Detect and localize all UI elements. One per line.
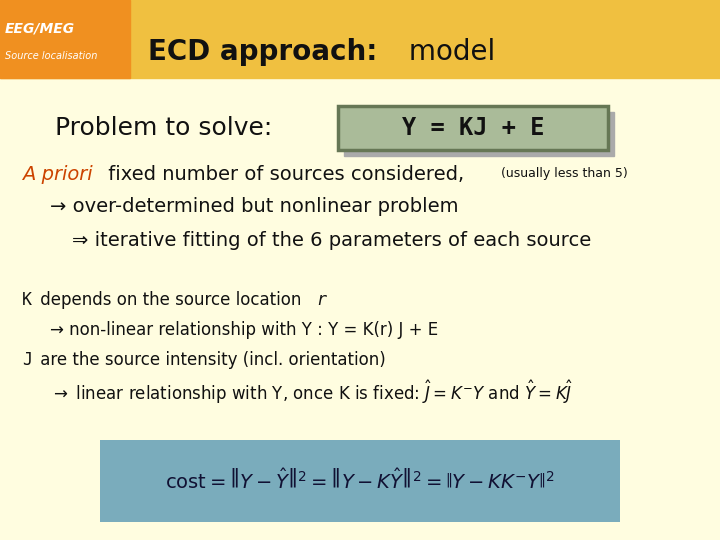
Text: $\rightarrow$ linear relationship with Y, once K is fixed: $\hat{J} = K^{-}Y$ an: $\rightarrow$ linear relationship with Y… <box>50 378 573 406</box>
Text: fixed number of sources considered,: fixed number of sources considered, <box>102 165 464 184</box>
Text: r: r <box>316 291 326 309</box>
Text: J: J <box>22 351 32 369</box>
Text: A priori: A priori <box>22 165 93 184</box>
Bar <box>0 0 720 78</box>
Text: Y = KJ + E: Y = KJ + E <box>402 116 544 140</box>
Text: Source localisation: Source localisation <box>5 51 97 61</box>
Text: ⇒ iterative fitting of the 6 parameters of each source: ⇒ iterative fitting of the 6 parameters … <box>72 231 591 249</box>
Text: ECD approach:: ECD approach: <box>148 38 377 66</box>
Text: Problem to solve:: Problem to solve: <box>55 116 272 140</box>
Bar <box>0 0 130 78</box>
Text: are the source intensity (incl. orientation): are the source intensity (incl. orientat… <box>35 351 386 369</box>
Text: EEG/MEG: EEG/MEG <box>5 21 75 35</box>
Bar <box>100 440 620 522</box>
Text: depends on the source location: depends on the source location <box>35 291 307 309</box>
Text: → over-determined but nonlinear problem: → over-determined but nonlinear problem <box>50 198 459 217</box>
Bar <box>344 112 614 156</box>
Text: (usually less than 5): (usually less than 5) <box>497 167 628 180</box>
Bar <box>338 106 608 150</box>
Text: $\mathrm{cost} = \left\|Y - \hat{Y}\right\|^2 = \left\|Y - K\hat{Y}\right\|^2 = : $\mathrm{cost} = \left\|Y - \hat{Y}\righ… <box>165 469 555 494</box>
Text: → non-linear relationship with Y : Y = K(r) J + E: → non-linear relationship with Y : Y = K… <box>50 321 438 339</box>
Text: model: model <box>400 38 495 66</box>
Text: K: K <box>22 291 32 309</box>
